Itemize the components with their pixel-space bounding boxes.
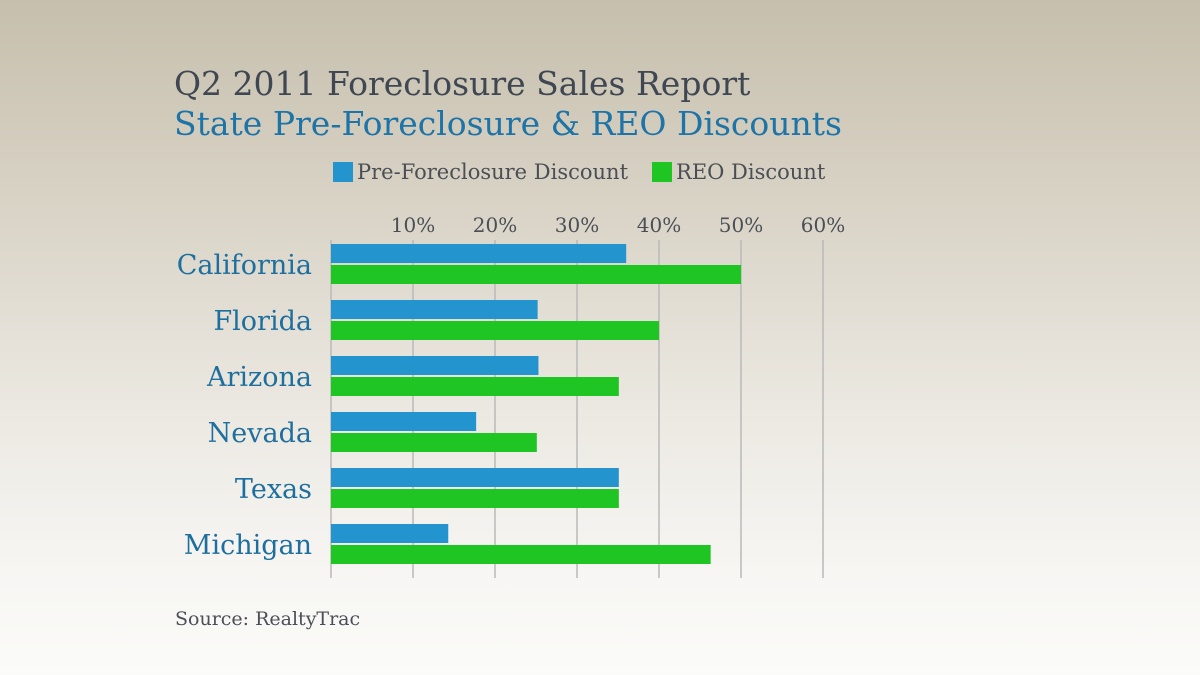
bar-reo-florida (331, 321, 659, 340)
category-label: Florida (213, 306, 312, 337)
legend-swatch-reo (652, 162, 673, 182)
x-tick-label: 50% (719, 213, 763, 237)
legend-item-reo: REO Discount (652, 160, 825, 184)
category-label: Nevada (208, 418, 312, 449)
bar-pre-foreclosure-florida (331, 300, 538, 319)
legend-label-reo: REO Discount (676, 160, 826, 184)
bar-reo-michigan (331, 545, 711, 564)
legend-swatch-pre-foreclosure (333, 162, 353, 182)
bar-pre-foreclosure-arizona (331, 356, 539, 375)
category-label: Michigan (184, 530, 312, 561)
legend: Pre-Foreclosure Discount REO Discount (333, 158, 849, 186)
chart-title: Q2 2011 Foreclosure Sales Report (174, 64, 751, 103)
bar-pre-foreclosure-texas (331, 468, 619, 487)
legend-label-pre-foreclosure: Pre-Foreclosure Discount (357, 160, 629, 184)
legend-item-pre-foreclosure: Pre-Foreclosure Discount (333, 160, 628, 184)
bar-pre-foreclosure-michigan (331, 524, 449, 543)
x-tick-label: 30% (555, 213, 599, 237)
source-note: Source: RealtyTrac (175, 608, 361, 630)
bar-pre-foreclosure-california (331, 244, 627, 263)
category-label: Arizona (206, 362, 312, 393)
bar-reo-nevada (331, 433, 537, 452)
x-tick-label: 10% (391, 213, 435, 237)
x-tick-label: 20% (473, 213, 517, 237)
bar-reo-texas (331, 489, 619, 508)
x-tick-label: 40% (637, 213, 681, 237)
x-tick-label: 60% (801, 213, 845, 237)
bar-reo-arizona (331, 377, 619, 396)
bar-reo-california (331, 265, 741, 284)
chart-subtitle: State Pre-Foreclosure & REO Discounts (174, 104, 842, 143)
bar-pre-foreclosure-nevada (331, 412, 477, 431)
category-label: California (177, 250, 312, 281)
category-label: Texas (235, 474, 312, 505)
